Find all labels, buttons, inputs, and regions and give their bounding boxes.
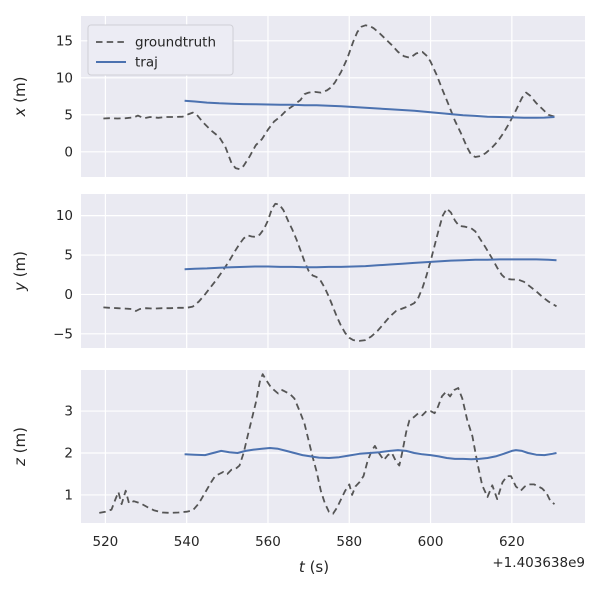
y-tick-label: 2: [64, 445, 73, 461]
x-tick-label: 620: [499, 534, 525, 550]
traj-line-x: [184, 99, 555, 119]
subplot-y: −5 0 5 10 y (m): [11, 194, 585, 348]
x-tick-label: 540: [174, 534, 200, 550]
y-tick-label: 10: [56, 208, 73, 224]
x-axis-label: t (s): [299, 558, 329, 576]
y-tick-label: 1: [64, 487, 73, 503]
y-tick-label: 0: [64, 287, 73, 303]
subplot-z: 1 2 3 z (m): [11, 370, 585, 523]
legend-label-traj: traj: [135, 55, 158, 71]
y-tick-label: −5: [53, 326, 73, 342]
legend-label-groundtruth: groundtruth: [135, 35, 216, 51]
y-tick-label: 0: [64, 144, 73, 160]
y-axis-label-y: y (m): [11, 251, 29, 292]
x-tick-label: 560: [255, 534, 281, 550]
x-tick-label: 520: [92, 534, 118, 550]
x-tick-label: 600: [418, 534, 444, 550]
y-tick-label: 15: [56, 33, 73, 49]
plot-area-z: [81, 370, 585, 523]
groundtruth-line-x: [103, 24, 555, 171]
y-axis-label-x: x (m): [11, 77, 29, 118]
plot-area-y: [81, 194, 585, 348]
y-tick-label: 5: [64, 107, 73, 123]
groundtruth-line-y: [103, 202, 557, 342]
legend: groundtruth traj: [87, 24, 234, 76]
axis-offset-text: +1.403638e9: [492, 555, 585, 571]
y-axis-label-z: z (m): [11, 427, 29, 467]
x-tick-label: 580: [336, 534, 362, 550]
y-tick-label: 10: [56, 70, 73, 86]
y-tick-label: 5: [64, 248, 73, 264]
y-tick-label: 3: [64, 404, 73, 420]
traj-line-y: [184, 258, 557, 271]
traj-line-z: [184, 447, 557, 461]
